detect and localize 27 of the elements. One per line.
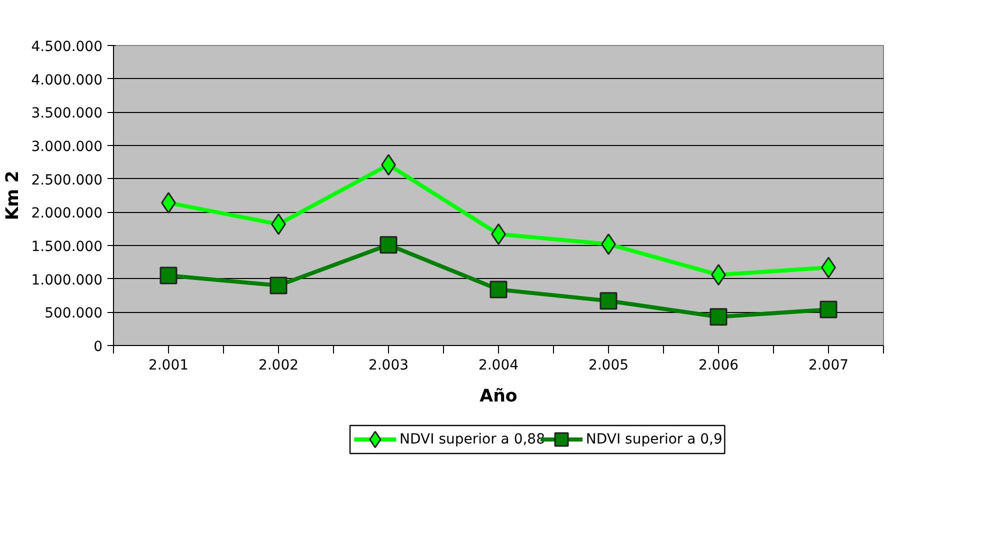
y-tick-label: 1.500.000 bbox=[31, 239, 103, 255]
y-tick-label: 3.500.000 bbox=[31, 106, 103, 122]
point bbox=[820, 300, 838, 318]
x-tick-label: 2.002 bbox=[258, 358, 299, 374]
legend-label: NDVI superior a 0,9 bbox=[586, 432, 722, 448]
x-tick-label: 2.005 bbox=[588, 358, 629, 374]
x-axis-title: Año bbox=[480, 386, 518, 406]
point bbox=[490, 280, 508, 298]
x-tick-label: 2.007 bbox=[808, 358, 849, 374]
point bbox=[160, 266, 178, 284]
y-tick-label: 4.500.000 bbox=[31, 39, 103, 55]
y-tick-label: 1.000.000 bbox=[31, 272, 103, 288]
y-axis-title: Km 2 bbox=[3, 170, 24, 220]
x-tick-label: 2.003 bbox=[368, 358, 409, 374]
x-tick-label: 2.004 bbox=[478, 358, 519, 374]
point bbox=[710, 308, 728, 326]
y-tick-label: 3.000.000 bbox=[31, 139, 103, 155]
y-tick-label: 4.000.000 bbox=[31, 72, 103, 88]
x-tick-label: 2.006 bbox=[698, 358, 739, 374]
point bbox=[270, 276, 288, 294]
x-tick-label: 2.001 bbox=[148, 358, 189, 374]
point bbox=[600, 292, 618, 310]
y-tick-label: 500.000 bbox=[44, 306, 103, 322]
y-tick-label: 2.500.000 bbox=[31, 172, 103, 188]
y-tick-label: 2.000.000 bbox=[31, 206, 103, 222]
point bbox=[380, 236, 398, 254]
y-tick-label: 0 bbox=[94, 339, 103, 355]
